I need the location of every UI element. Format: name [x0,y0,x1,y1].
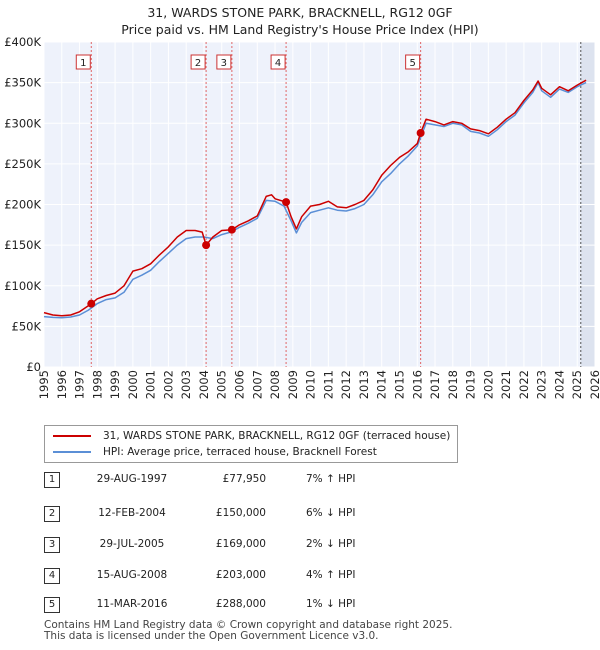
x-tick-label: 2023 [535,370,549,399]
sale-label-number: 1 [80,58,86,69]
x-tick-label: 2010 [304,370,318,399]
legend-label-hpi: HPI: Average price, terraced house, Brac… [103,446,377,458]
series-line-property [43,79,587,317]
sale-price: £169,000 [215,538,266,550]
legend-item-hpi: HPI: Average price, terraced house, Brac… [53,444,377,460]
sale-label-box [405,54,421,70]
sale-date: 15-AUG-2008 [96,569,168,581]
x-tick-label: 2007 [250,370,264,399]
sale-number-badge: 2 [44,506,60,522]
sale-hpi-diff: 4% ↑ HPI [306,569,356,581]
x-tick-label: 2021 [499,370,513,399]
sale-date: 12-FEB-2004 [98,507,166,519]
x-tick-label: 2013 [357,370,371,399]
sale-label-box [270,54,286,70]
sale-label-box [75,54,91,70]
sale-number-badge: 3 [44,537,60,553]
sale-point [87,299,96,308]
legend-swatch-hpi [53,451,91,453]
x-tick-label: 2008 [268,370,282,399]
sale-label-number: 2 [195,58,201,69]
sale-price: £288,000 [215,598,266,610]
table-row: 4 15-AUG-2008 £203,000 4% ↑ HPI [44,567,444,585]
x-tick-label: 2001 [144,370,158,399]
x-tick-label: 2022 [517,370,531,399]
x-tick-label: 1998 [90,370,104,399]
sale-label-box [190,54,206,70]
x-tick-label: 2025 [570,370,584,399]
table-row: 3 29-JUL-2005 £169,000 2% ↓ HPI [44,536,444,554]
sale-hpi-diff: 2% ↓ HPI [306,538,356,550]
x-tick-label: 2003 [179,370,193,399]
y-tick-label: £200K [4,198,41,212]
sale-number-badge: 4 [44,568,60,584]
sale-price: £150,000 [215,507,266,519]
x-tick-label: 1996 [55,370,69,399]
sale-hpi-diff: 6% ↓ HPI [306,507,356,519]
chart-title-block: 31, WARDS STONE PARK, BRACKNELL, RG12 0G… [0,4,600,38]
sale-number-badge: 1 [44,472,60,488]
x-tick-label: 2002 [161,370,175,399]
series-line-hpi [43,81,587,319]
x-tick-label: 2005 [215,370,229,399]
x-tick-label: 2017 [428,370,442,399]
table-row: 1 29-AUG-1997 £77,950 7% ↑ HPI [44,471,444,489]
y-tick-label: £50K [12,319,42,333]
sale-point [282,198,291,207]
x-tick-label: 2026 [588,370,600,399]
sale-date: 29-JUL-2005 [99,538,165,550]
x-tick-label: 1997 [73,370,87,399]
chart-title: 31, WARDS STONE PARK, BRACKNELL, RG12 0G… [147,5,453,20]
y-tick-label: £100K [4,279,41,293]
sale-point [227,225,236,234]
sale-price: £203,000 [215,569,266,581]
sale-price: £77,950 [222,473,266,485]
y-tick-label: £400K [4,35,41,49]
y-tick-label: £300K [4,116,41,130]
sale-point [202,241,211,250]
x-tick-label: 1999 [108,370,122,399]
y-tick-label: £250K [4,157,41,171]
x-tick-label: 2000 [126,370,140,399]
chart-subtitle: Price paid vs. HM Land Registry's House … [121,22,479,37]
sale-label-box [216,54,232,70]
x-tick-label: 2012 [339,370,353,399]
sale-number-badge: 5 [44,597,60,613]
sale-label-number: 3 [221,58,227,69]
x-tick-label: 2015 [392,370,406,399]
sale-hpi-diff: 7% ↑ HPI [306,473,356,485]
sale-hpi-diff: 1% ↓ HPI [306,598,356,610]
footer-line-copyright: Contains HM Land Registry data © Crown c… [44,619,453,631]
x-tick-label: 2006 [233,370,247,399]
x-tick-label: 2011 [321,370,335,399]
sale-point [416,129,425,137]
x-tick-label: 2014 [375,370,389,399]
x-tick-label: 2009 [286,370,300,399]
sale-date: 29-AUG-1997 [96,473,168,485]
sale-label-number: 4 [275,58,281,69]
x-tick-label: 2019 [464,370,478,399]
chart-legend: 31, WARDS STONE PARK, BRACKNELL, RG12 0G… [44,425,458,463]
x-tick-label: 2016 [410,370,424,399]
footer-line-licence: This data is licensed under the Open Gov… [44,630,379,642]
x-tick-label: 2020 [481,370,495,399]
y-tick-label: £0 [26,360,41,374]
y-tick-label: £150K [4,238,41,252]
price-chart: 1 2 3 4 5 £0 £50K £100K £150K £200K £250K £300K £350… [4,35,600,399]
footer-attribution: Contains HM Land Registry data © Crown c… [44,620,452,642]
legend-label-property: 31, WARDS STONE PARK, BRACKNELL, RG12 0G… [103,430,451,442]
sale-date: 11-MAR-2016 [96,598,168,610]
table-row: 2 12-FEB-2004 £150,000 6% ↓ HPI [44,505,444,523]
x-tick-label: 2024 [552,370,566,399]
x-tick-label: 1995 [37,370,51,399]
x-tick-label: 2018 [446,370,460,399]
sale-label-number: 5 [409,58,415,69]
table-row: 5 11-MAR-2016 £288,000 1% ↓ HPI [44,596,444,614]
legend-swatch-property [53,435,91,437]
x-tick-label: 2004 [197,370,211,399]
legend-item-property: 31, WARDS STONE PARK, BRACKNELL, RG12 0G… [53,428,450,444]
y-tick-label: £350K [4,76,41,90]
